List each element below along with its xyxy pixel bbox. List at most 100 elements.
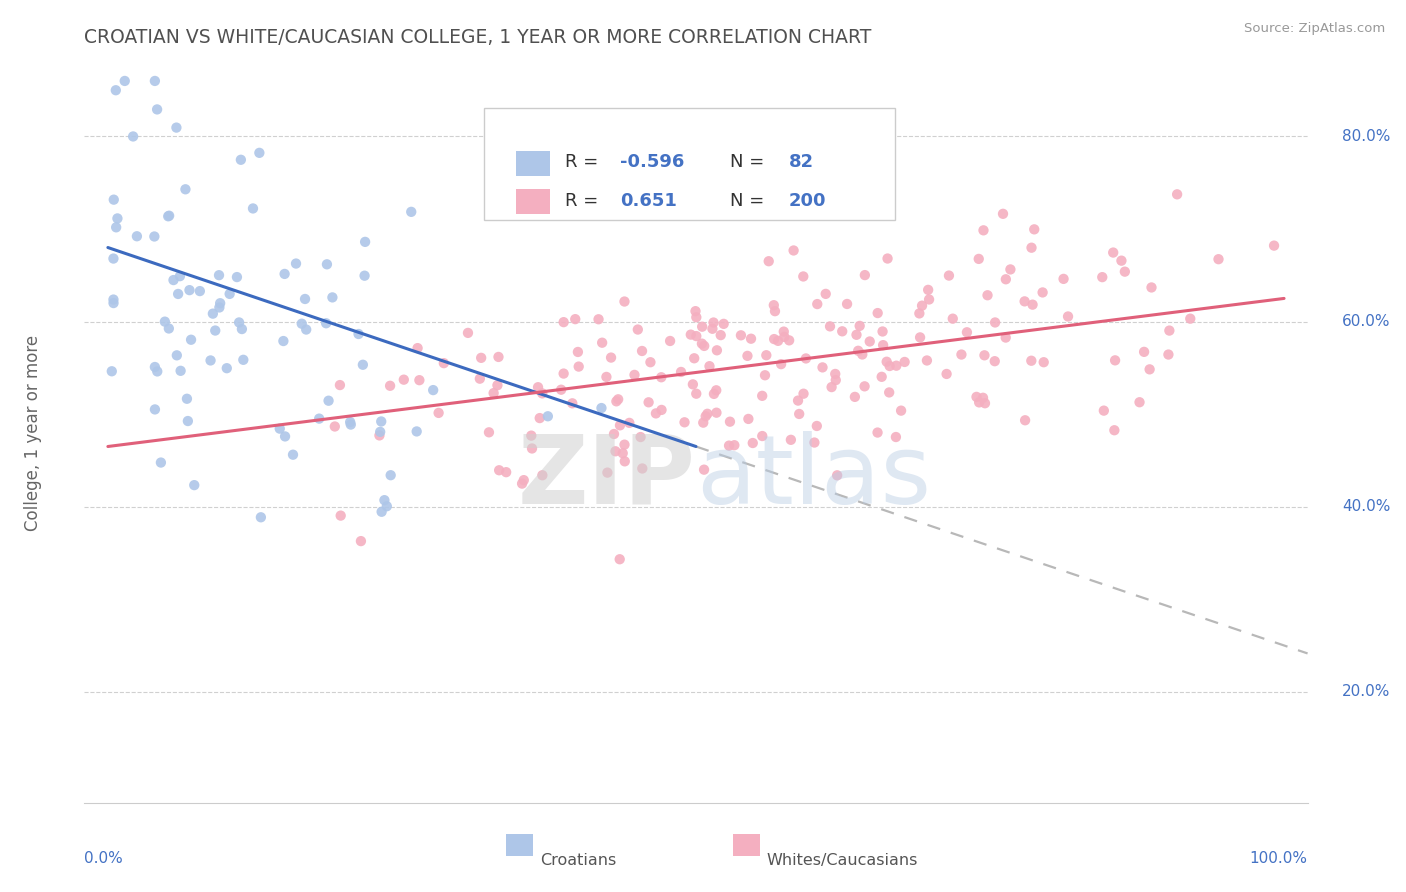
Point (679, 327, 702, 342)
Point (673, 415, 696, 429)
Point (778, 334, 800, 348)
Point (1180, 311, 1202, 326)
Point (911, 299, 934, 313)
Point (740, 332, 762, 346)
Text: 200: 200 (789, 192, 827, 210)
Point (531, 468, 554, 483)
FancyBboxPatch shape (733, 834, 759, 856)
Point (886, 359, 908, 373)
Point (520, 442, 543, 456)
Point (378, 378, 401, 392)
Point (105, 220, 128, 235)
Point (457, 326, 479, 340)
Point (794, 351, 817, 366)
Point (696, 407, 718, 421)
Text: R =: R = (565, 153, 605, 171)
Point (908, 306, 931, 320)
Point (567, 345, 589, 359)
Point (488, 463, 510, 477)
Point (146, 103, 169, 117)
Point (713, 317, 735, 331)
Point (763, 304, 786, 318)
Text: ZIP: ZIP (517, 431, 696, 524)
Point (877, 385, 900, 400)
Point (591, 401, 613, 415)
Point (520, 428, 543, 442)
Point (318, 393, 340, 408)
Point (613, 294, 636, 309)
Point (1021, 298, 1043, 312)
Point (972, 391, 994, 405)
Point (291, 317, 314, 331)
Point (787, 393, 810, 408)
Point (143, 402, 166, 417)
Point (347, 326, 370, 341)
Point (718, 439, 741, 453)
Text: CROATIAN VS WHITE/CAUCASIAN COLLEGE, 1 YEAR OR MORE CORRELATION CHART: CROATIAN VS WHITE/CAUCASIAN COLLEGE, 1 Y… (84, 28, 872, 47)
Point (596, 466, 619, 480)
FancyBboxPatch shape (506, 834, 533, 856)
Point (188, 284, 211, 298)
Text: 0.0%: 0.0% (84, 851, 124, 866)
Point (605, 444, 627, 458)
Point (1114, 265, 1136, 279)
Point (247, 145, 270, 160)
Point (683, 351, 706, 366)
Point (157, 209, 180, 223)
Point (468, 372, 491, 386)
Point (339, 417, 361, 432)
Point (872, 325, 894, 339)
Point (561, 396, 583, 410)
Text: 82: 82 (789, 153, 814, 171)
Point (231, 322, 253, 336)
Point (737, 349, 759, 363)
Point (308, 411, 330, 425)
Point (876, 355, 898, 369)
Point (1024, 222, 1046, 236)
Point (527, 380, 550, 394)
Point (853, 268, 876, 282)
Point (851, 347, 873, 361)
Text: 20.0%: 20.0% (1341, 684, 1391, 699)
Point (703, 387, 725, 401)
Point (723, 438, 745, 452)
Point (176, 392, 198, 406)
Point (1157, 347, 1180, 361)
Point (350, 534, 373, 549)
Point (754, 368, 776, 383)
Point (908, 330, 931, 344)
Point (200, 353, 222, 368)
Point (782, 244, 804, 258)
Point (669, 365, 692, 379)
Point (650, 370, 672, 384)
Point (208, 268, 231, 283)
Point (866, 425, 889, 440)
Point (422, 383, 444, 397)
Point (918, 293, 941, 307)
Point (101, 364, 124, 378)
Text: Whites/Caucasians: Whites/Caucasians (766, 853, 918, 868)
Point (967, 252, 990, 266)
Point (613, 437, 636, 451)
Point (942, 311, 965, 326)
Point (591, 335, 613, 350)
Point (595, 370, 617, 384)
Point (321, 290, 343, 304)
Point (408, 373, 430, 387)
Point (773, 330, 796, 344)
Point (1104, 423, 1126, 437)
Point (329, 508, 352, 523)
Point (273, 267, 295, 281)
Point (787, 407, 810, 421)
Point (370, 505, 392, 519)
Point (685, 386, 707, 401)
Point (1140, 280, 1163, 294)
Point (122, 129, 145, 144)
Point (772, 325, 794, 339)
Point (368, 428, 391, 442)
Point (1104, 353, 1126, 368)
Text: Croatians: Croatians (541, 853, 617, 868)
Point (146, 364, 169, 378)
Point (470, 351, 492, 365)
Point (758, 254, 780, 268)
